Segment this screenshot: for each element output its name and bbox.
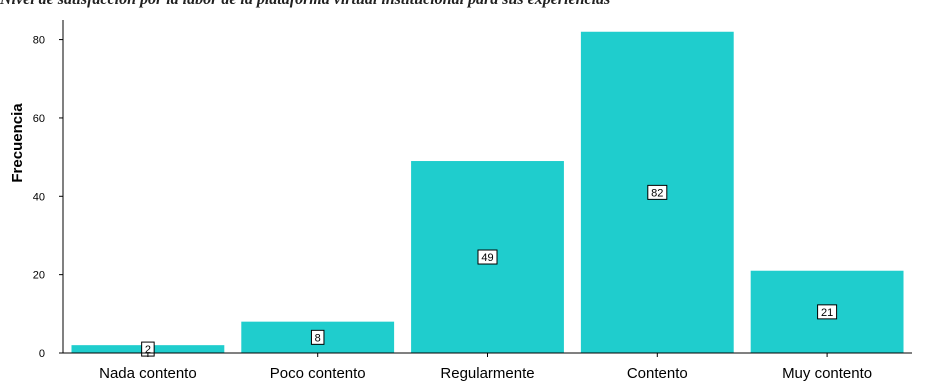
data-label: 49 [481, 252, 493, 264]
x-tick-label: Poco contento [270, 365, 366, 382]
data-label-box [310, 329, 325, 345]
y-axis-title: Frecuencia [9, 103, 26, 183]
data-label: 21 [821, 307, 833, 319]
x-tick-label: Regularmente [440, 365, 534, 382]
bars-layer: 2 8 49 82 21 [71, 31, 904, 357]
y-tick-label: 80 [33, 35, 45, 47]
x-axis: Nada contento Poco contento Regularmente Co… [63, 352, 912, 382]
data-label-box [817, 304, 838, 320]
data-label-box [477, 249, 498, 265]
data-label: 8 [315, 332, 321, 344]
y-tick-label: 40 [33, 191, 45, 203]
data-label-box [647, 184, 668, 200]
data-label: 82 [651, 187, 663, 199]
x-tick-label: Contento [627, 365, 688, 382]
y-tick-label: 0 [39, 348, 45, 360]
data-label: 2 [145, 344, 151, 356]
y-axis: 0 20 40 60 80 [33, 20, 64, 360]
chart-caption: Nivel de satisfacción por la labor de la… [0, 0, 928, 10]
y-tick-label: 60 [33, 113, 45, 125]
y-tick-label: 20 [33, 270, 45, 282]
x-tick-label: Nada contento [99, 365, 197, 382]
x-tick-label: Muy contento [782, 365, 872, 382]
